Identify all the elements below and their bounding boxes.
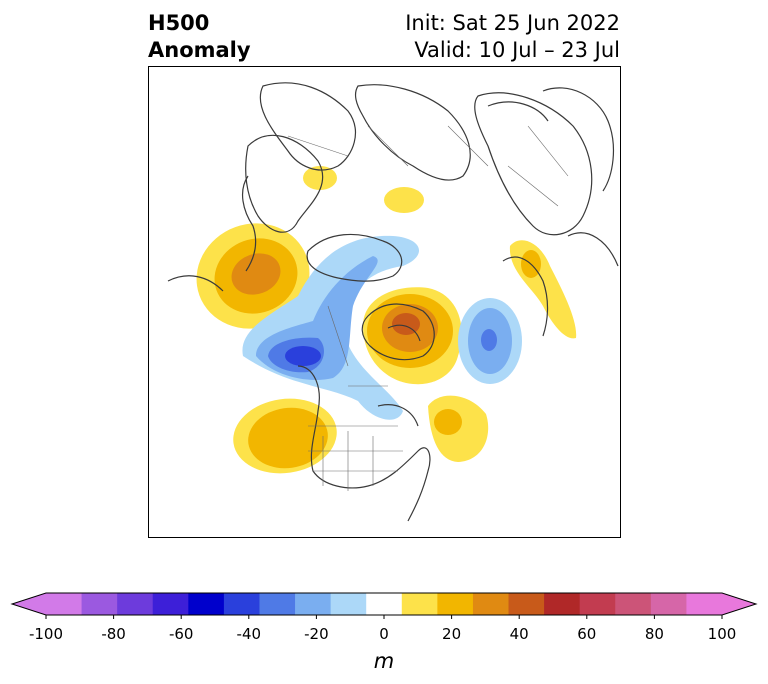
colorbar-bin xyxy=(615,593,652,615)
init-date: Init: Sat 25 Jun 2022 xyxy=(405,11,620,35)
borders xyxy=(287,125,569,491)
colorbar-tick-label: -20 xyxy=(304,625,329,643)
colorbar-tick-label: -40 xyxy=(237,625,262,643)
colorbar-bins xyxy=(46,593,723,615)
title-left: H500 Anomaly xyxy=(148,10,251,64)
colorbar-bin xyxy=(152,593,189,615)
colorbar-tick-label: -100 xyxy=(29,625,63,643)
colorbar-bin xyxy=(544,593,581,615)
colorbar-bin xyxy=(330,593,367,615)
anomaly-ridge-gulf-of-alaska xyxy=(196,223,310,329)
colorbar-bin xyxy=(579,593,616,615)
colorbar-bin xyxy=(46,593,83,615)
title-variable: H500 xyxy=(148,11,210,35)
colorbar-bin xyxy=(686,593,723,615)
colorbar-unit-label: m xyxy=(374,649,394,673)
colorbar-bin xyxy=(508,593,545,615)
colorbar-tick-label: 100 xyxy=(708,625,737,643)
valid-range: Valid: 10 Jul – 23 Jul xyxy=(414,38,620,62)
colorbar-tick-label: 0 xyxy=(379,625,389,643)
colorbar-bin xyxy=(366,593,403,615)
colorbar: -100 -80 -60 -40 -20 0 20 40 60 80 100 m xyxy=(10,592,758,673)
colorbar-bin xyxy=(223,593,260,615)
title-right: Init: Sat 25 Jun 2022 Valid: 10 Jul – 23… xyxy=(405,10,620,64)
colorbar-bin xyxy=(188,593,225,615)
anomaly-trough-atlantic xyxy=(458,298,522,384)
colorbar-tick-label: 60 xyxy=(577,625,596,643)
colorbar-tick-label: -80 xyxy=(101,625,126,643)
colorbar-tick-label: 40 xyxy=(510,625,529,643)
anomaly-ridge-siberia xyxy=(303,166,424,213)
colorbar-bin xyxy=(295,593,332,615)
anomaly-ridge-newfoundland xyxy=(428,395,489,462)
coastlines xyxy=(167,82,619,522)
colorbar-ticks: -100 -80 -60 -40 -20 0 20 40 60 80 100 xyxy=(29,615,736,643)
colorbar-bin xyxy=(401,593,438,615)
colorbar-tick-label: 80 xyxy=(645,625,664,643)
colorbar-bin xyxy=(81,593,118,615)
colorbar-bin xyxy=(472,593,510,615)
colorbar-bin xyxy=(117,593,154,615)
colorbar-bin xyxy=(259,593,296,615)
map-frame xyxy=(148,66,621,538)
anomaly-map xyxy=(148,66,621,538)
colorbar-bin xyxy=(650,593,687,615)
colorbar-over-arrow xyxy=(722,593,756,615)
colorbar-bin xyxy=(437,593,474,615)
anomaly-ridge-greenland xyxy=(363,287,462,385)
colorbar-under-arrow xyxy=(12,593,46,615)
anomaly-trough-canada xyxy=(242,235,420,420)
colorbar-tick-label: -60 xyxy=(169,625,194,643)
colorbar-tick-label: 20 xyxy=(442,625,461,643)
title-field: Anomaly xyxy=(148,38,251,62)
